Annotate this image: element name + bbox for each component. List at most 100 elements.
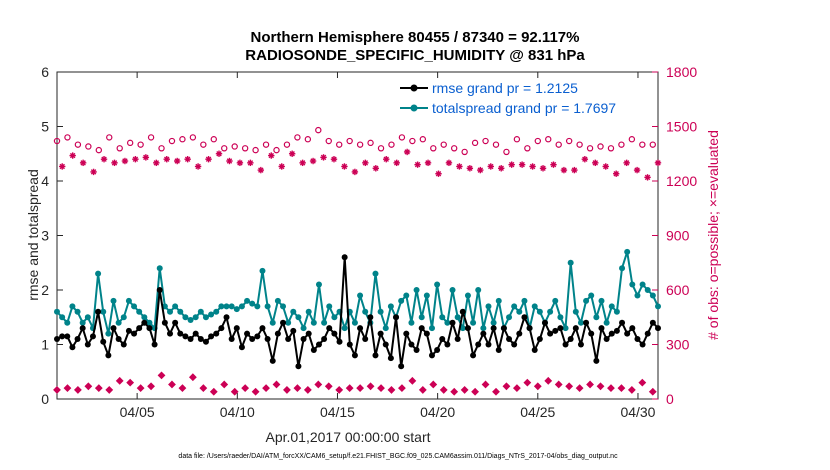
obs-evaluated-point bbox=[90, 168, 97, 176]
obs-possible-point bbox=[221, 145, 228, 152]
obs-star-stroke bbox=[174, 158, 180, 164]
obs-low-point bbox=[460, 386, 469, 394]
totalspread-point bbox=[603, 319, 610, 326]
obs-star-stroke bbox=[655, 160, 661, 166]
obs-star-stroke bbox=[435, 170, 442, 177]
obs-evaluated-point bbox=[477, 166, 484, 174]
obs-possible-point bbox=[513, 136, 521, 143]
obs-evaluated-point bbox=[466, 165, 474, 172]
rmse-point bbox=[280, 319, 287, 326]
obs-star-stroke bbox=[477, 167, 484, 173]
obs-possible-point bbox=[210, 136, 217, 143]
obs-evaluated-point bbox=[278, 163, 285, 170]
x-axis-label: Apr.01,2017 00:00:00 start bbox=[265, 429, 430, 445]
rmse-point bbox=[105, 352, 112, 359]
rmse-point bbox=[218, 325, 225, 332]
obs-evaluated-point bbox=[550, 161, 557, 168]
rmse-point bbox=[110, 325, 117, 332]
rmse-point bbox=[382, 341, 389, 348]
x-tick-label: 04/25 bbox=[520, 404, 555, 420]
obs-low-point bbox=[648, 387, 657, 396]
obs-possible-point bbox=[179, 136, 186, 143]
totalspread-point bbox=[439, 314, 446, 321]
data-file-footer: data file: /Users/raeder/DAI/ATM_forcXX/… bbox=[178, 453, 618, 460]
obs-evaluated-point bbox=[132, 156, 139, 163]
obs-star-stroke bbox=[268, 152, 275, 159]
totalspread-point bbox=[136, 308, 143, 315]
obs-low-point bbox=[429, 380, 438, 389]
obs-low-point bbox=[251, 387, 260, 396]
obs-low-point bbox=[439, 386, 448, 394]
obs-low-point bbox=[241, 384, 250, 393]
rmse-point bbox=[567, 336, 574, 343]
y-axis-right-label: # of obs: o=possible; ×=evaluated bbox=[705, 130, 721, 340]
obs-low-point bbox=[502, 382, 511, 391]
rmse-point bbox=[146, 325, 153, 332]
obs-possible-point bbox=[325, 137, 332, 145]
y-left-tick-label: 2 bbox=[41, 282, 49, 298]
totalspread-point bbox=[495, 297, 502, 304]
totalspread-point bbox=[536, 308, 543, 315]
obs-possible-point bbox=[315, 126, 322, 134]
rmse-point bbox=[59, 333, 66, 340]
rmse-point bbox=[629, 325, 636, 332]
obs-evaluated-point bbox=[341, 163, 348, 170]
rmse-point bbox=[377, 330, 384, 337]
y-right-tick-label: 1500 bbox=[666, 119, 697, 135]
rmse-point bbox=[444, 341, 451, 348]
obs-low-point bbox=[84, 382, 93, 391]
totalspread-point bbox=[177, 308, 184, 315]
totalspread-point bbox=[125, 297, 132, 304]
obs-possible-point bbox=[147, 134, 155, 141]
y-left-tick-label: 0 bbox=[41, 391, 49, 407]
totalspread-point bbox=[480, 325, 487, 332]
obs-possible-point bbox=[639, 141, 646, 148]
totalspread-point bbox=[233, 306, 240, 313]
obs-star-stroke bbox=[404, 149, 410, 155]
obs-low-point bbox=[638, 378, 647, 387]
rmse-point bbox=[300, 336, 307, 343]
rmse-point bbox=[228, 336, 235, 343]
obs-low-point bbox=[356, 384, 365, 393]
obs-low-point bbox=[262, 384, 270, 393]
rmse-point bbox=[511, 341, 518, 348]
obs-evaluated-point bbox=[445, 159, 453, 167]
obs-star-stroke bbox=[592, 160, 599, 166]
obs-star-stroke bbox=[164, 156, 170, 162]
totalspread-point bbox=[244, 297, 251, 304]
obs-star-stroke bbox=[456, 163, 463, 170]
legend-spread-marker bbox=[410, 104, 418, 112]
obs-possible-point bbox=[524, 145, 531, 152]
rmse-point bbox=[274, 330, 281, 337]
obs-star-stroke bbox=[498, 165, 504, 172]
totalspread-point bbox=[131, 303, 138, 310]
rmse-point bbox=[495, 346, 502, 353]
obs-low-point bbox=[523, 378, 532, 387]
obs-evaluated-point bbox=[174, 157, 181, 165]
obs-star-stroke bbox=[153, 160, 160, 166]
obs-evaluated-point bbox=[654, 159, 662, 167]
rmse-point bbox=[182, 333, 189, 340]
obs-evaluated-point bbox=[100, 156, 108, 163]
totalspread-point bbox=[84, 314, 91, 321]
y-right-tick-label: 300 bbox=[666, 337, 690, 353]
totalspread-point bbox=[115, 319, 122, 326]
rmse-point bbox=[295, 363, 302, 370]
totalspread-point bbox=[280, 303, 287, 310]
totalspread-point bbox=[141, 314, 148, 321]
totalspread-point bbox=[490, 319, 497, 326]
rmse-point bbox=[588, 330, 595, 337]
obs-possible-point bbox=[64, 134, 71, 141]
totalspread-point bbox=[459, 325, 466, 332]
rmse-point bbox=[357, 325, 364, 332]
totalspread-point bbox=[315, 281, 322, 288]
obs-star-stroke bbox=[488, 163, 494, 170]
obs-low-point bbox=[533, 382, 542, 391]
obs-low-point bbox=[314, 380, 323, 389]
totalspread-point bbox=[172, 303, 179, 310]
rmse-point bbox=[249, 336, 256, 343]
rmse-point bbox=[634, 336, 641, 343]
obs-possible-point bbox=[252, 146, 259, 154]
totalspread-point bbox=[95, 270, 102, 277]
obs-possible-point bbox=[168, 137, 176, 145]
